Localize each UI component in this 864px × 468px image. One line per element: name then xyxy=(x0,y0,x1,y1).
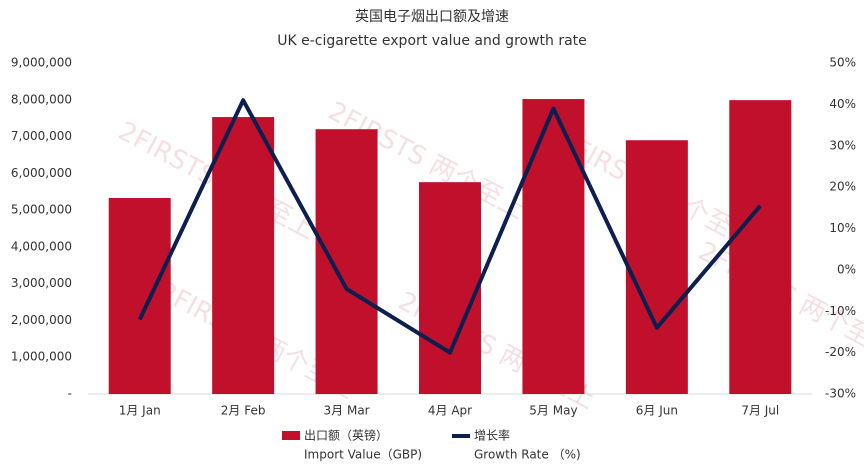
legend-label: 出口额（英镑） xyxy=(304,428,388,443)
bar xyxy=(522,99,585,394)
y-tick-label: 1,000,000 xyxy=(11,350,72,364)
x-tick-label: 1月 Jan xyxy=(119,404,161,418)
y-tick-label: - xyxy=(68,387,72,401)
x-tick-label: 3月 Mar xyxy=(324,404,370,418)
legend-label-en: Growth Rate （%) xyxy=(474,448,581,462)
x-tick-label: 4月 Apr xyxy=(428,404,472,418)
y-tick-label: 2,000,000 xyxy=(11,313,72,327)
bar xyxy=(315,129,378,394)
y2-tick-label: 40% xyxy=(829,97,856,111)
bar xyxy=(212,117,275,395)
x-tick-label: 7月 Jul xyxy=(741,404,779,418)
y2-tick-label: -30% xyxy=(825,387,856,401)
y-tick-label: 7,000,000 xyxy=(11,129,72,143)
chart-subtitle: UK e-cigarette export value and growth r… xyxy=(277,33,587,49)
legend-swatch xyxy=(282,431,300,440)
bar xyxy=(729,100,792,394)
legend-label: 增长率 xyxy=(474,428,510,443)
y2-tick-label: 10% xyxy=(829,221,856,235)
line xyxy=(137,98,762,355)
y-tick-label: 8,000,000 xyxy=(11,92,72,106)
x-tick-label: 2月 Feb xyxy=(221,404,266,418)
y-tick-label: 3,000,000 xyxy=(11,276,72,290)
y-tick-label: 5,000,000 xyxy=(11,203,72,217)
y2-tick-label: -20% xyxy=(825,345,856,359)
x-tick-label: 5月 May xyxy=(529,404,577,418)
y-tick-label: 4,000,000 xyxy=(11,239,72,253)
bar xyxy=(108,197,171,394)
chart-title: 英国电子烟出口额及增速 xyxy=(355,8,509,25)
y-tick-label: 9,000,000 xyxy=(11,56,72,70)
bar xyxy=(419,182,481,394)
x-tick-label: 6月 Jun xyxy=(636,404,678,418)
y2-tick-label: 0% xyxy=(837,262,856,276)
y-tick-label: 6,000,000 xyxy=(11,166,72,180)
y2-tick-label: -10% xyxy=(825,304,856,318)
y2-tick-label: 50% xyxy=(829,56,856,70)
y2-tick-label: 30% xyxy=(829,138,856,152)
legend-label-en: Import Value（GBP) xyxy=(304,448,422,462)
bar xyxy=(625,140,688,394)
y2-tick-label: 20% xyxy=(829,180,856,194)
